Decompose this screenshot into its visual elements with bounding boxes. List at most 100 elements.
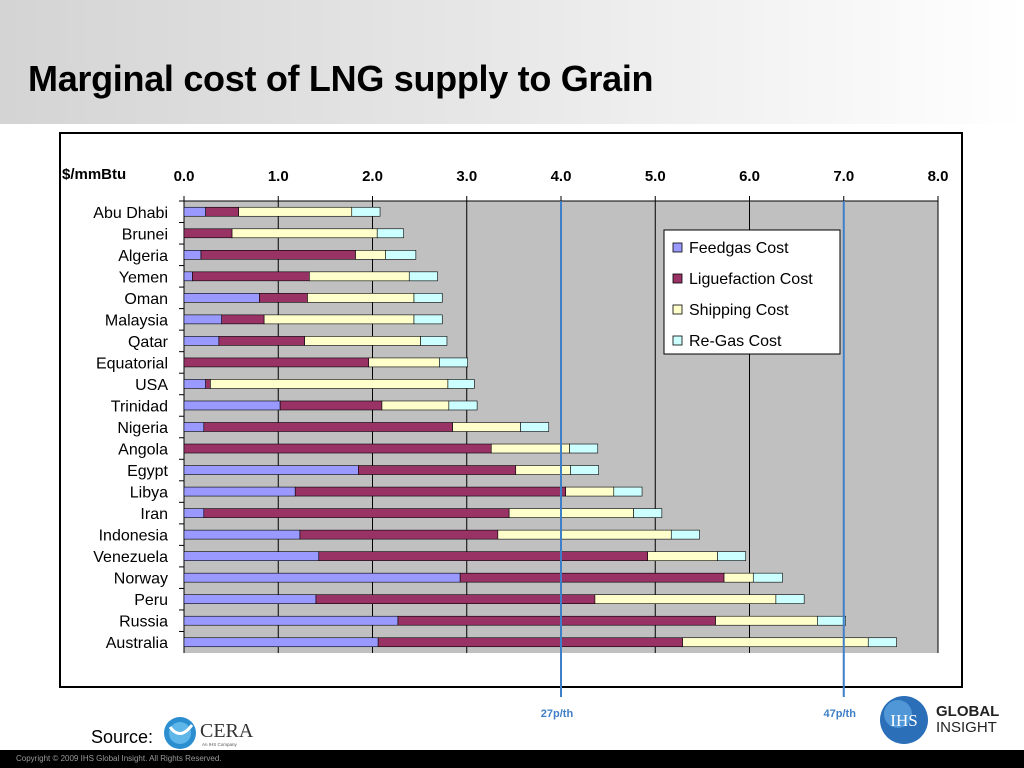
category-label: Iran — [140, 506, 168, 523]
bar-segment — [817, 615, 846, 626]
category-label: Equatorial — [96, 355, 168, 372]
bar-segment — [351, 206, 381, 217]
category-label: Australia — [106, 635, 168, 652]
bar-segment — [231, 228, 378, 239]
bar-segment — [775, 594, 805, 604]
category-label: Norway — [114, 571, 168, 588]
legend-swatch — [672, 273, 683, 284]
bar-segment — [205, 206, 239, 217]
cera-wordmark: CERA — [200, 720, 254, 742]
copyright-text: Copyright © 2009 IHS Global Insight. All… — [16, 754, 222, 763]
x-tick-label: 6.0 — [739, 168, 760, 185]
bar-segment — [203, 422, 453, 432]
bar-segment — [717, 551, 747, 561]
bar-segment — [358, 465, 517, 475]
bar-segment — [259, 293, 308, 303]
bar-segment — [183, 422, 205, 432]
bar-segment — [183, 206, 206, 217]
bar-segment — [183, 228, 233, 239]
bar-segment — [448, 400, 478, 411]
bar-segment — [183, 594, 317, 604]
bar-segment — [594, 594, 777, 604]
bar-segment — [397, 615, 716, 626]
bar-segment — [279, 400, 383, 411]
bar-segment — [218, 336, 305, 346]
reference-label: 47p/th — [824, 708, 857, 720]
bar-segment — [238, 206, 353, 217]
bar-segment — [183, 615, 399, 626]
bar-segment — [452, 422, 521, 432]
x-tick-label: 2.0 — [362, 168, 383, 185]
bar-segment — [613, 486, 643, 497]
bar-segment — [723, 572, 754, 583]
category-label: Angola — [118, 442, 168, 459]
bar-segment — [183, 486, 296, 497]
bar-segment — [294, 486, 567, 497]
ihs-wordmark: IHS — [890, 711, 917, 730]
x-tick-label: 8.0 — [928, 168, 949, 185]
bar-segment — [183, 379, 206, 389]
bar-segment — [752, 572, 783, 583]
cera-logo: CERA An IHS Company — [164, 717, 254, 749]
ihs-global-insight-logo: IHS GLOBAL INSIGHT — [880, 696, 999, 744]
legend-swatch — [672, 242, 683, 253]
bar-segment — [183, 336, 220, 346]
category-label: Oman — [124, 291, 168, 308]
bar-segment — [413, 314, 443, 325]
bar-segment — [508, 508, 634, 518]
category-label: USA — [135, 377, 168, 394]
legend-label: Shipping Cost — [689, 302, 789, 319]
bar-segment — [183, 572, 461, 583]
bar-segment — [183, 357, 370, 368]
bar-segment — [682, 637, 869, 648]
reference-label: 27p/th — [541, 708, 574, 720]
category-label: Yemen — [119, 269, 168, 286]
legend-label: Re-Gas Cost — [689, 333, 782, 350]
bar-segment — [376, 228, 404, 239]
legend-box — [663, 229, 841, 355]
bar-segment — [183, 637, 379, 648]
bar-segment — [565, 486, 615, 497]
bar-segment — [570, 465, 599, 475]
category-label: Libya — [130, 485, 168, 502]
footer-bar: Copyright © 2009 IHS Global Insight. All… — [0, 750, 1024, 768]
bar-segment — [263, 314, 415, 325]
bar-segment — [205, 379, 211, 389]
bar-segment — [183, 271, 193, 282]
bar-segment — [304, 336, 421, 346]
x-tick-label: 7.0 — [833, 168, 854, 185]
bar-segment — [200, 250, 356, 260]
bar-segment — [715, 615, 818, 626]
bar-segment — [183, 508, 205, 518]
x-tick-label: 3.0 — [456, 168, 477, 185]
bar-segment — [490, 443, 570, 454]
bar-segment — [210, 379, 449, 389]
bar-segment — [408, 271, 438, 282]
bar-segment — [368, 357, 440, 368]
category-label: Brunei — [122, 226, 168, 243]
bar-segment — [183, 293, 260, 303]
bar-segment — [633, 508, 663, 518]
bar-segment — [183, 250, 202, 260]
bar-segment — [183, 465, 359, 475]
bar-segment — [183, 529, 301, 540]
insight-wordmark: INSIGHT — [936, 719, 997, 736]
bar-segment — [569, 443, 599, 454]
bar-segment — [515, 465, 571, 475]
global-wordmark: GLOBAL — [936, 703, 999, 720]
bar-segment — [355, 250, 386, 260]
bar-segment — [183, 400, 281, 411]
bar-segment — [221, 314, 265, 325]
bar-segment — [203, 508, 510, 518]
page-title: Marginal cost of LNG supply to Grain — [28, 58, 654, 99]
bar-segment — [309, 271, 410, 282]
x-tick-label: 5.0 — [645, 168, 666, 185]
cera-subtitle: An IHS Company — [202, 742, 238, 747]
bar-segment — [867, 637, 897, 648]
source-label: Source: — [91, 727, 154, 747]
bar-segment — [318, 551, 649, 561]
category-label: Abu Dhabi — [93, 205, 168, 222]
bar-segment — [439, 357, 468, 368]
bar-segment — [192, 271, 310, 282]
x-tick-label: 4.0 — [551, 168, 572, 185]
